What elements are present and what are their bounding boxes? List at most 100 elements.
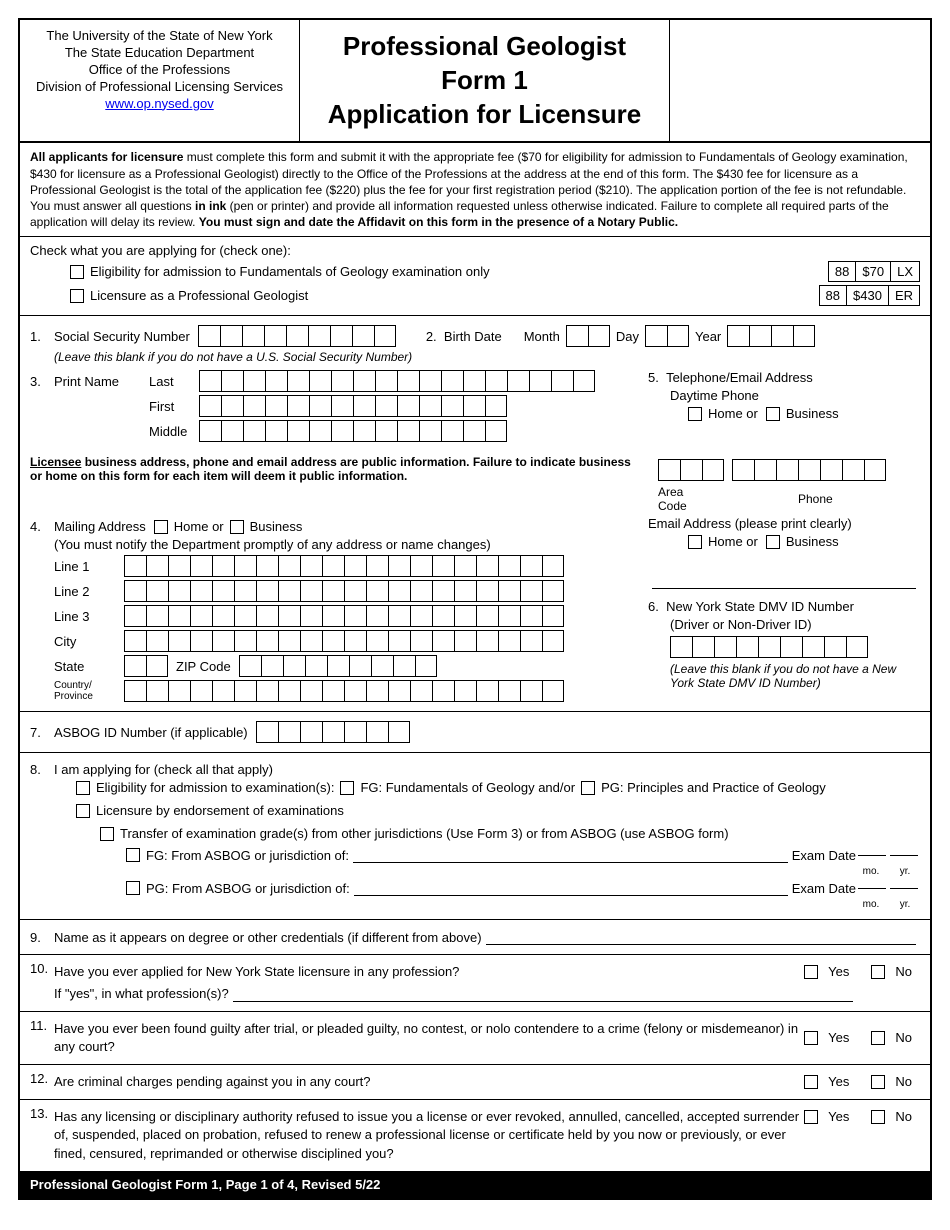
q8-pg-label: PG: Principles and Practice of Geology bbox=[601, 780, 826, 795]
month-label: Month bbox=[524, 329, 560, 344]
email-input[interactable] bbox=[652, 573, 916, 589]
addr-home-checkbox[interactable] bbox=[154, 520, 168, 534]
day-input[interactable] bbox=[645, 325, 689, 347]
ssn-input[interactable] bbox=[198, 325, 396, 347]
q8-label: I am applying for (check all that apply) bbox=[54, 762, 273, 777]
q2-num: 2. bbox=[426, 329, 444, 344]
apply-for-section: Check what you are applying for (check o… bbox=[20, 237, 930, 316]
phone-home-checkbox[interactable] bbox=[688, 407, 702, 421]
last-name-input[interactable] bbox=[199, 370, 595, 392]
yes-label: Yes bbox=[828, 1073, 849, 1091]
q13-yes-checkbox[interactable] bbox=[804, 1110, 818, 1124]
business-label: Business bbox=[786, 534, 839, 549]
q4-num: 4. bbox=[30, 519, 54, 534]
fee2-boxes: 88 $430 ER bbox=[819, 285, 920, 306]
q8a-checkbox[interactable] bbox=[76, 781, 90, 795]
line3-input[interactable] bbox=[124, 605, 564, 627]
q1-num: 1. bbox=[30, 329, 54, 344]
org-line: Division of Professional Licensing Servi… bbox=[28, 79, 291, 96]
q3-label: Print Name bbox=[54, 374, 149, 389]
opt2-checkbox[interactable] bbox=[70, 289, 84, 303]
q8-fg-label: FG: Fundamentals of Geology and/or bbox=[360, 780, 575, 795]
q8c1-input[interactable] bbox=[353, 847, 788, 863]
q13-num: 13. bbox=[30, 1105, 54, 1121]
q8c2-yr-input[interactable] bbox=[890, 888, 918, 889]
q7-section: 7. ASBOG ID Number (if applicable) bbox=[20, 712, 930, 753]
home-label: Home or bbox=[708, 534, 758, 549]
no-label: No bbox=[895, 1029, 912, 1047]
city-input[interactable] bbox=[124, 630, 564, 652]
fee-cell: 88 bbox=[828, 261, 856, 282]
q11-section: 11. Have you ever been found guilty afte… bbox=[20, 1011, 930, 1064]
q8c1-checkbox[interactable] bbox=[126, 848, 140, 862]
phone-business-checkbox[interactable] bbox=[766, 407, 780, 421]
line2-input[interactable] bbox=[124, 580, 564, 602]
q8c2-checkbox[interactable] bbox=[126, 881, 140, 895]
q8c2-input[interactable] bbox=[354, 880, 788, 896]
q8c1-yr-input[interactable] bbox=[890, 855, 918, 856]
zip-input[interactable] bbox=[239, 655, 437, 677]
q10-num: 10. bbox=[30, 960, 54, 976]
fee-cell: LX bbox=[891, 261, 920, 282]
q8b-checkbox[interactable] bbox=[76, 804, 90, 818]
q12-label: Are criminal charges pending against you… bbox=[54, 1073, 804, 1091]
state-input[interactable] bbox=[124, 655, 168, 677]
middle-name-input[interactable] bbox=[199, 420, 507, 442]
last-label: Last bbox=[149, 374, 199, 389]
header-blank bbox=[670, 20, 930, 141]
q1-label: Social Security Number bbox=[54, 329, 190, 344]
year-input[interactable] bbox=[727, 325, 815, 347]
line1-input[interactable] bbox=[124, 555, 564, 577]
pub-note-rest: business address, phone and email addres… bbox=[30, 455, 631, 483]
q12-no-checkbox[interactable] bbox=[871, 1075, 885, 1089]
yes-label: Yes bbox=[828, 963, 849, 981]
q11-no-checkbox[interactable] bbox=[871, 1031, 885, 1045]
org-url[interactable]: www.op.nysed.gov bbox=[105, 96, 213, 111]
q8b-label: Licensure by endorsement of examinations bbox=[96, 803, 344, 818]
header-org: The University of the State of New York … bbox=[20, 20, 300, 141]
email-label: Email Address (please print clearly) bbox=[648, 516, 920, 531]
business-label: Business bbox=[786, 406, 839, 421]
form-title: Professional Geologist Form 1 Applicatio… bbox=[300, 20, 670, 141]
q9-section: 9. Name as it appears on degree or other… bbox=[20, 920, 930, 954]
area-code-input[interactable] bbox=[658, 459, 724, 481]
asbog-input[interactable] bbox=[256, 721, 410, 743]
fee1-boxes: 88 $70 LX bbox=[828, 261, 920, 282]
country-input[interactable] bbox=[124, 680, 564, 702]
q3-num: 3. bbox=[30, 374, 54, 389]
q8c2-label: PG: From ASBOG or jurisdiction of: bbox=[146, 881, 350, 896]
q10b-input[interactable] bbox=[233, 986, 853, 1002]
email-home-checkbox[interactable] bbox=[688, 535, 702, 549]
q10-yes-checkbox[interactable] bbox=[804, 965, 818, 979]
q8-pg-checkbox[interactable] bbox=[581, 781, 595, 795]
title-line1: Professional Geologist Form 1 bbox=[343, 31, 626, 95]
opt1-checkbox[interactable] bbox=[70, 265, 84, 279]
yr-label: yr. bbox=[890, 899, 920, 910]
q2-label: Birth Date bbox=[444, 329, 502, 344]
q12-yes-checkbox[interactable] bbox=[804, 1075, 818, 1089]
no-label: No bbox=[895, 1073, 912, 1091]
country-label: Country/Province bbox=[54, 680, 124, 702]
mo-label: mo. bbox=[856, 866, 886, 877]
first-name-input[interactable] bbox=[199, 395, 507, 417]
q8c2-mo-input[interactable] bbox=[858, 888, 886, 889]
page-footer: Professional Geologist Form 1, Page 1 of… bbox=[20, 1171, 930, 1198]
q9-input[interactable] bbox=[486, 929, 916, 945]
phone-input[interactable] bbox=[732, 459, 886, 481]
q5-num: 5. bbox=[648, 370, 666, 385]
addr-business-checkbox[interactable] bbox=[230, 520, 244, 534]
month-input[interactable] bbox=[566, 325, 610, 347]
mo-label: mo. bbox=[856, 899, 886, 910]
org-line: The University of the State of New York bbox=[28, 28, 291, 45]
email-business-checkbox[interactable] bbox=[766, 535, 780, 549]
q8c-checkbox[interactable] bbox=[100, 827, 114, 841]
q11-num: 11. bbox=[30, 1017, 54, 1033]
dmv-input[interactable] bbox=[670, 636, 868, 658]
q11-yes-checkbox[interactable] bbox=[804, 1031, 818, 1045]
q8-fg-checkbox[interactable] bbox=[340, 781, 354, 795]
q13-no-checkbox[interactable] bbox=[871, 1110, 885, 1124]
q8c1-mo-input[interactable] bbox=[858, 855, 886, 856]
q8c-label: Transfer of examination grade(s) from ot… bbox=[120, 826, 729, 841]
q10-no-checkbox[interactable] bbox=[871, 965, 885, 979]
home-label: Home or bbox=[174, 519, 224, 534]
